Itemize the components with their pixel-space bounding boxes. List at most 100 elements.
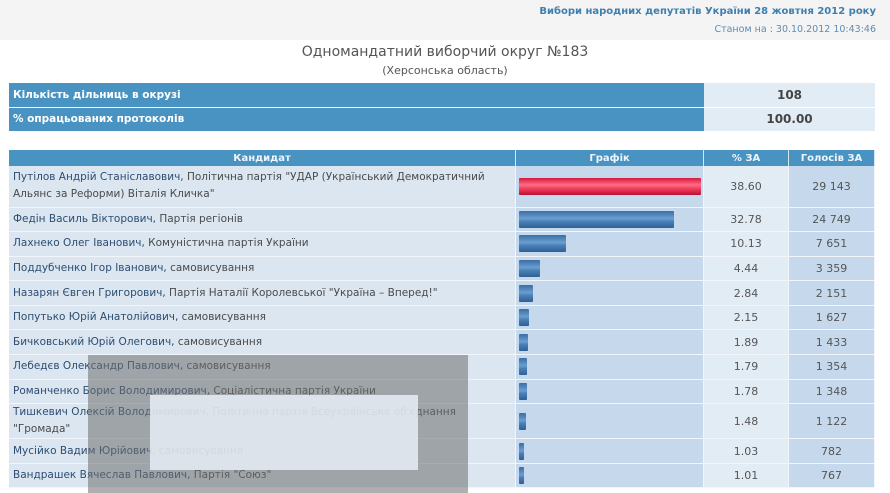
percent-cell: 4.44 [703,256,790,282]
summary-row: % опрацьованих протоколів 100.00 [9,107,875,132]
candidate-name[interactable]: Вандрашек Вячеслав Павлович, [13,469,191,482]
candidate-cell: Романченко Борис Володимирович, Соціаліс… [9,379,517,405]
percent-cell: 1.89 [703,329,790,356]
candidate-name[interactable]: Федін Василь Вікторович, [13,212,156,225]
vote-bar [519,382,528,400]
page-title: Одномандатний виборчий округ №183 [301,44,589,60]
candidate-name[interactable]: Лебедєв Олександр Павлович, [13,360,184,373]
candidate-name[interactable]: Путілов Андрій Станіславович, [13,171,184,184]
table-row: Попутько Юрій Анатолійович, самовисуванн… [9,305,875,331]
table-row: Мусійко Вадим Юрійович, самовисування 1.0… [9,438,875,464]
candidate-name[interactable]: Лахнеко Олег Іванович, [13,237,145,250]
candidate-cell: Лебедєв Олександр Павлович, самовисуванн… [9,354,517,380]
table-row: Назарян Євген Григорович, Партія Наталії… [9,280,875,306]
votes-cell: 1 433 [788,329,875,356]
percent-cell: 1.79 [703,354,790,380]
vote-bar [519,210,674,228]
candidate-name[interactable]: Попутько Юрій Анатолійович, [13,311,179,324]
vote-bar [519,358,528,376]
candidate-cell: Бичковський Юрій Олегович, самовисування [9,329,517,356]
candidate-party: самовисування [178,311,266,324]
summary-label: Кількість дільниць в окрузі [9,83,704,108]
votes-cell: 7 651 [788,231,875,257]
candidate-cell: Лахнеко Олег Іванович, Комуністична парт… [9,231,517,257]
percent-cell: 1.78 [703,379,790,405]
table-row: Лахнеко Олег Іванович, Комуністична парт… [9,231,875,257]
district-region: (Херсонська область) [382,64,508,77]
candidate-party: Партія регіонів [156,212,243,225]
votes-cell: 782 [788,438,875,464]
vote-bar [519,235,567,253]
results-header-row: Кандидат Графік % ЗА Голосів ЗА [9,150,875,166]
candidate-name[interactable]: Назарян Євген Григорович, [13,286,166,299]
candidate-name[interactable]: Бичковський Юрій Олегович, [13,335,175,348]
votes-cell: 767 [788,463,875,489]
percent-cell: 32.78 [703,207,790,233]
column-header-percent: % ЗА [703,150,790,166]
votes-cell: 24 749 [788,207,875,233]
table-row: Романченко Борис Володимирович, Соціаліс… [9,379,875,405]
candidate-cell: Путілов Андрій Станіславович, Політична … [9,166,517,208]
graph-cell [515,207,705,233]
candidate-name[interactable]: Тишкевич Олексій Володимирович, [13,406,210,419]
vote-bar [519,412,526,430]
votes-cell: 2 151 [788,280,875,306]
graph-cell [515,166,705,208]
column-header-votes: Голосів ЗА [788,150,875,166]
summary-row: Кількість дільниць в окрузі 108 [9,83,875,108]
percent-cell: 38.60 [703,166,790,208]
table-row: Путілов Андрій Станіславович, Політична … [9,166,875,208]
percent-cell: 1.48 [703,403,790,440]
summary-table: Кількість дільниць в окрузі 108 % опраць… [9,83,875,132]
candidate-name[interactable]: Мусійко Вадим Юрійович, [13,444,156,457]
candidate-party: Партія "Союз" [190,469,272,482]
graph-cell [515,231,705,257]
percent-cell: 1.01 [703,463,790,489]
candidate-name[interactable]: Романченко Борис Володимирович, [13,384,211,397]
candidate-cell: Федін Василь Вікторович, Партія регіонів [9,207,517,233]
column-header-candidate: Кандидат [9,150,517,166]
graph-cell [515,379,705,405]
top-bar: Вибори народних депутатів України 28 жов… [0,0,890,40]
candidate-party: Соціалістична партія України [210,384,376,397]
candidate-cell: Попутько Юрій Анатолійович, самовисуванн… [9,305,517,331]
candidate-party: Партія Наталії Королевської "Україна – В… [165,286,438,299]
summary-label: % опрацьованих протоколів [9,107,704,132]
candidate-party: Комуністична партія України [144,237,309,250]
vote-bar [519,177,702,195]
table-row: Федін Василь Вікторович, Партія регіонів… [9,207,875,233]
percent-cell: 1.03 [703,438,790,464]
graph-cell [515,438,705,464]
candidate-party: самовисування [166,261,255,274]
vote-bar [519,309,530,327]
candidate-cell: Вандрашек Вячеслав Павлович, Партія "Сою… [9,463,517,489]
percent-cell: 10.13 [703,231,790,257]
graph-cell [515,354,705,380]
graph-cell [515,280,705,306]
candidate-party: самовисування [155,444,244,457]
candidate-cell: Поддубченко Ігор Іванович, самовисування [9,256,517,282]
graph-cell [515,329,705,356]
vote-bar [519,284,533,302]
votes-cell: 3 359 [788,256,875,282]
table-row: Тишкевич Олексій Володимирович, Політичн… [9,403,875,440]
votes-cell: 1 122 [788,403,875,440]
candidate-cell: Назарян Євген Григорович, Партія Наталії… [9,280,517,306]
results-table: Кандидат Графік % ЗА Голосів ЗА Путілов … [9,150,875,489]
graph-cell [515,403,705,440]
vote-bar [519,333,528,351]
table-row: Лебедєв Олександр Павлович, самовисуванн… [9,354,875,380]
table-row: Вандрашек Вячеслав Павлович, Партія "Сою… [9,463,875,489]
vote-bar [519,259,541,277]
column-header-graph: Графік [515,150,705,166]
percent-cell: 2.15 [703,305,790,331]
results-body: Путілов Андрій Станіславович, Політична … [9,166,875,489]
candidate-name[interactable]: Поддубченко Ігор Іванович, [13,261,167,274]
graph-cell [515,305,705,331]
votes-cell: 1 348 [788,379,875,405]
table-row: Поддубченко Ігор Іванович, самовисування… [9,256,875,282]
summary-value: 100.00 [704,107,875,132]
vote-bar [519,442,524,460]
table-row: Бичковський Юрій Олегович, самовисування… [9,329,875,356]
election-title[interactable]: Вибори народних депутатів України 28 жов… [539,6,876,17]
